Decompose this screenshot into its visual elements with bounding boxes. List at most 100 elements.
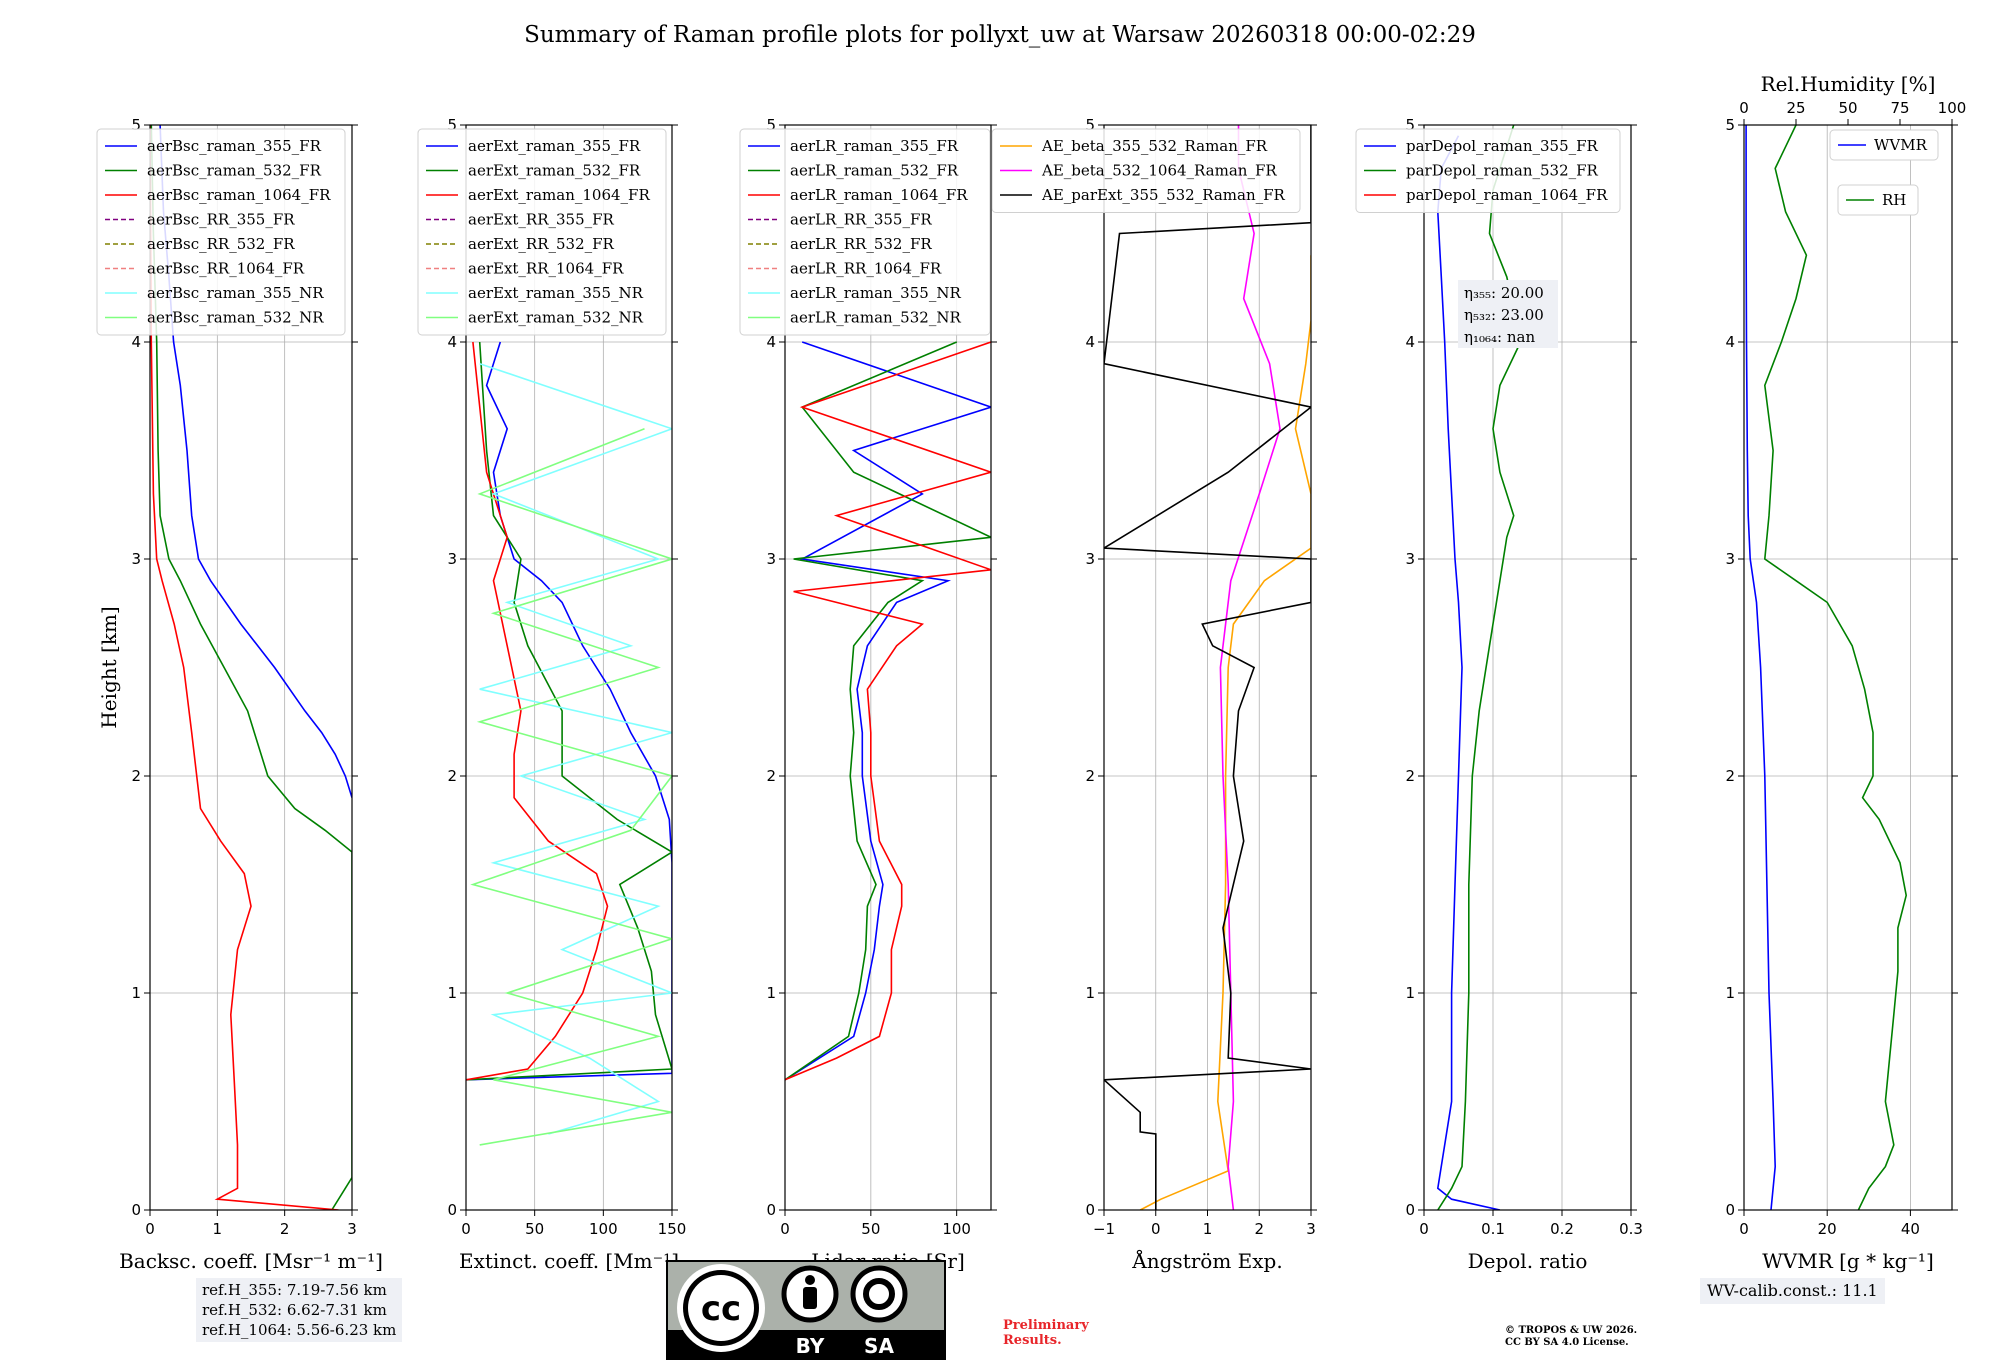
figure-title: Summary of Raman profile plots for polly…: [524, 22, 1476, 48]
legend-box: [1837, 184, 1919, 216]
series-line-aerExt_raman_532_NR: [470, 428, 672, 1146]
x-axis-label: WVMR [g * kg⁻¹]: [1762, 1249, 1934, 1273]
y-tick-label: 4: [1085, 333, 1095, 351]
preliminary-results-note: Preliminary Results.: [1003, 1318, 1089, 1348]
y-tick-label: 5: [766, 116, 776, 134]
axes-frame: [465, 124, 673, 1211]
series-line-WVMR: [1745, 125, 1777, 1210]
x-axis-label: Depol. ratio: [1468, 1249, 1588, 1273]
y-tick-label: 0: [766, 1201, 776, 1219]
legend-box: [991, 128, 1301, 213]
y-tick-label: 1: [447, 984, 457, 1002]
x-tick-label: 2: [1254, 1220, 1264, 1238]
top-x-tick-label: 50: [1838, 99, 1857, 117]
y-tick-label: 4: [447, 333, 457, 351]
legend-box: [417, 128, 667, 336]
copyright-note: © TROPOS & UW 2026. CC BY SA 4.0 License…: [1505, 1325, 1637, 1349]
axes-frame: [1423, 124, 1632, 1211]
y-tick-label: 1: [131, 984, 141, 1002]
legend-box: [739, 128, 991, 336]
by-label: BY: [796, 1334, 825, 1358]
legend-label-aerExt_RR_532_FR: aerExt_RR_532_FR: [468, 235, 615, 253]
annotation-line: η₃₅₅: 20.00: [1464, 284, 1544, 302]
x-axis-label: Ångström Exp.: [1131, 1248, 1282, 1273]
legend-label-AE_parExt_355_532_Raman_FR: AE_parExt_355_532_Raman_FR: [1041, 186, 1286, 204]
legend-label-aerLR_RR_532_FR: aerLR_RR_532_FR: [790, 235, 932, 253]
x-tick-label: 3: [347, 1220, 357, 1238]
depol-eta-annotation: η₃₅₅: 20.00 η₅₃₂: 23.00 η₁₀₆₄: nan: [1458, 280, 1558, 348]
y-tick-label: 3: [1725, 550, 1735, 568]
y-tick-label: 1: [1085, 984, 1095, 1002]
x-tick-label: 100: [589, 1220, 618, 1238]
legend-label-aerBsc_raman_355_FR: aerBsc_raman_355_FR: [147, 137, 322, 155]
x-tick-label: 0.3: [1619, 1220, 1643, 1238]
top-x-tick-label: 25: [1786, 99, 1805, 117]
legend-depolarization: parDepol_raman_355_FR parDepol_raman_532_…: [1355, 128, 1621, 213]
legend-label-aerBsc_raman_532_FR: aerBsc_raman_532_FR: [147, 162, 322, 180]
series-line-AE_beta_355_532_Raman_FR: [1139, 255, 1311, 1210]
legend-box: [1829, 129, 1939, 161]
axes-frame: [149, 124, 353, 1211]
legend-angstrom: AE_beta_355_532_Raman_FR AE_beta_532_1064…: [991, 128, 1301, 213]
series-line-AE_beta_532_1064_Raman_FR: [1219, 125, 1281, 1210]
top-x-tick-label: 75: [1890, 99, 1909, 117]
series-line-RH: [1763, 125, 1908, 1210]
cc-label: cc: [701, 1289, 741, 1329]
x-tick-label: 20: [1818, 1220, 1837, 1238]
series-line-aerLR_raman_1064_FR: [785, 341, 991, 1081]
y-tick-label: 1: [1725, 984, 1735, 1002]
x-tick-label: 0: [1151, 1220, 1161, 1238]
legend-label-aerExt_raman_1064_FR: aerExt_raman_1064_FR: [468, 186, 650, 204]
y-tick-label: 1: [1405, 984, 1415, 1002]
legend-label-aerBsc_RR_355_FR: aerBsc_RR_355_FR: [147, 211, 295, 229]
ref-height-532: ref.H_532: 6.62-7.31 km: [202, 1301, 387, 1319]
legend-box: [1355, 128, 1621, 213]
x-tick-label: 0: [461, 1220, 471, 1238]
legend-label-aerLR_raman_355_FR: aerLR_raman_355_FR: [790, 137, 959, 155]
legend-label-aerLR_raman_1064_FR: aerLR_raman_1064_FR: [790, 186, 968, 204]
x-tick-label: 0.1: [1481, 1220, 1505, 1238]
person-icon: [805, 1275, 815, 1285]
ref-height-355: ref.H_355: 7.19-7.56 km: [202, 1281, 387, 1299]
legend-label-aerBsc_raman_355_NR: aerBsc_raman_355_NR: [147, 284, 324, 302]
axes-frame: [784, 124, 992, 1211]
cc-by-sa-license-badge: cc BY SA: [666, 1260, 946, 1360]
legend-extinction: aerExt_raman_355_FR aerExt_raman_532_FRae…: [417, 128, 667, 336]
preliminary-line-2: Results.: [1003, 1333, 1062, 1348]
x-tick-label: 0: [1419, 1220, 1429, 1238]
x-tick-label: 0: [145, 1220, 155, 1238]
panel-depolarization: 0 0.1 0.2 0.3 0 1 2 3 4 5 Depol. ratio parDepol_ram…: [1355, 116, 1643, 1273]
y-tick-label: 0: [131, 1201, 141, 1219]
legend-label-parDepol_raman_355_FR: parDepol_raman_355_FR: [1406, 137, 1599, 155]
legend-WVMR: WVMR: [1829, 129, 1939, 161]
top-x-tick-label: 100: [1938, 99, 1967, 117]
legend-label-aerLR_RR_1064_FR: aerLR_RR_1064_FR: [790, 260, 942, 278]
legend-label-aerBsc_RR_532_FR: aerBsc_RR_532_FR: [147, 235, 295, 253]
legend-label-WVMR: WVMR: [1874, 136, 1928, 154]
legend-label-parDepol_raman_532_FR: parDepol_raman_532_FR: [1406, 162, 1599, 180]
preliminary-line-1: Preliminary: [1003, 1318, 1089, 1333]
x-tick-label: 0: [1739, 1220, 1749, 1238]
y-tick-label: 2: [1085, 767, 1095, 785]
series-line-aerLR_raman_532_FR: [785, 341, 991, 1081]
y-tick-label: 3: [131, 550, 141, 568]
legend-label-aerExt_raman_532_NR: aerExt_raman_532_NR: [468, 309, 644, 327]
x-tick-label: 1: [213, 1220, 223, 1238]
x-tick-label: 0.2: [1550, 1220, 1574, 1238]
copyright-line-1: © TROPOS & UW 2026.: [1505, 1325, 1638, 1336]
share-alike-icon: [863, 1278, 895, 1310]
legend-label-aerExt_RR_1064_FR: aerExt_RR_1064_FR: [468, 260, 624, 278]
y-tick-label: 3: [1085, 550, 1095, 568]
series-line-aerExt_raman_355_NR: [479, 362, 672, 1135]
series-line-parDepol_raman_355_FR: [1436, 135, 1501, 1210]
legend-label-aerExt_raman_355_NR: aerExt_raman_355_NR: [468, 284, 644, 302]
y-tick-label: 1: [766, 984, 776, 1002]
y-tick-label: 4: [766, 333, 776, 351]
legend-lidar_ratio: aerLR_raman_355_FR aerLR_raman_532_FR aerL…: [739, 128, 991, 336]
series-line-aerLR_raman_355_FR: [785, 341, 991, 1081]
x-tick-label: 150: [658, 1220, 687, 1238]
y-tick-label: 2: [1725, 767, 1735, 785]
y-tick-label: 5: [131, 116, 141, 134]
